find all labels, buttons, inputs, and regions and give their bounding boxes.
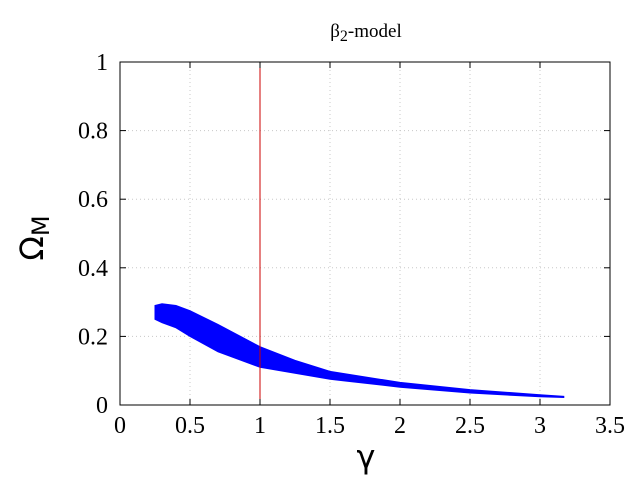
- series-band: [154, 303, 565, 399]
- x-tick-label: 2.5: [455, 413, 485, 439]
- y-tick-label: 0.4: [78, 256, 108, 282]
- x-tick-label: 1.5: [315, 413, 345, 439]
- series-layer: [154, 303, 565, 399]
- chart-title-tail: -model: [348, 21, 402, 42]
- x-tick-label: 0.5: [175, 413, 205, 439]
- x-axis-label: γ: [357, 438, 376, 476]
- y-axis-label-sub: M: [27, 215, 55, 236]
- x-tick-label: 3: [534, 413, 546, 439]
- x-tick-label: 3.5: [595, 413, 625, 439]
- y-tick-label: 0.2: [78, 324, 108, 350]
- grid-lines: [120, 62, 610, 405]
- y-tick-label: 0: [96, 393, 108, 419]
- chart-title-sub: 2: [340, 28, 348, 45]
- y-tick-label: 0.8: [78, 119, 108, 145]
- y-tick-label: 0.6: [78, 187, 108, 213]
- x-tick-label: 2: [394, 413, 406, 439]
- y-tick-labels: 0 0.2 0.4 0.6 0.8 1: [78, 50, 108, 419]
- y-axis-label-main: Ω: [13, 236, 51, 260]
- x-tick-label: 1: [254, 413, 266, 439]
- x-tick-label: 0: [114, 413, 126, 439]
- y-axis-label: ΩM: [13, 215, 55, 260]
- chart-title-main: β: [330, 21, 340, 42]
- y-tick-label: 1: [96, 50, 108, 76]
- x-tick-labels: 0 0.5 1 1.5 2 2.5 3 3.5: [114, 413, 625, 439]
- chart-title: β2-model: [330, 21, 402, 45]
- tick-marks: [119, 61, 611, 406]
- plot-frame: [119, 61, 611, 406]
